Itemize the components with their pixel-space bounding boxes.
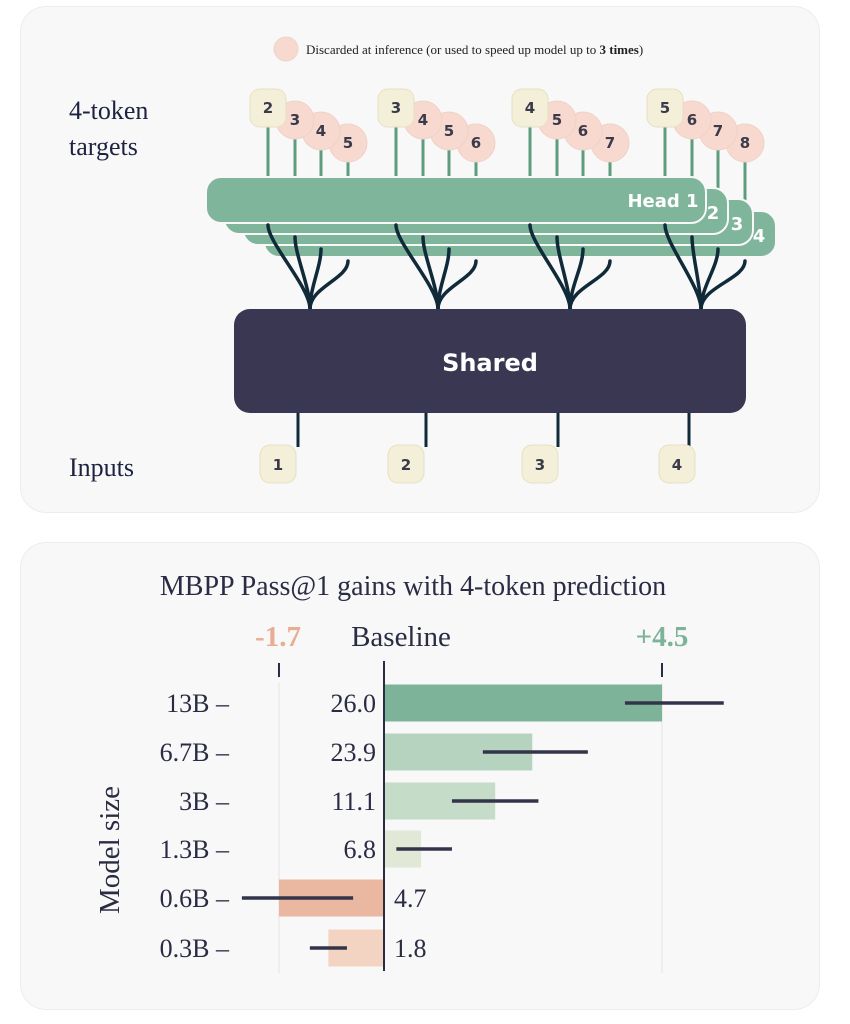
min-gain-label: -1.7 [255, 621, 301, 653]
range-guides [277, 663, 663, 973]
target-token-label: 3 [290, 111, 300, 129]
input-token-1: 1 [259, 444, 297, 484]
inputs-label: Inputs [69, 453, 134, 482]
input-token-4: 4 [658, 444, 696, 484]
architecture-diagram: Discarded at inference (or used to speed… [69, 36, 777, 484]
gains-bar-chart: MBPP Pass@1 gains with 4-token predictio… [94, 571, 724, 973]
chart-title: MBPP Pass@1 gains with 4-token predictio… [160, 571, 666, 602]
target-token-label: 8 [740, 134, 750, 152]
head-label-2: 2 [707, 203, 720, 224]
branch-line [308, 259, 350, 311]
target-token-label: 6 [471, 134, 481, 152]
shared-block [234, 309, 746, 413]
input-token-label: 4 [672, 456, 682, 474]
target-token: 4 [511, 88, 549, 128]
target-token-label: 7 [605, 134, 615, 152]
category-label-6.7B: 6.7B – [160, 738, 230, 767]
baseline-label: Baseline [351, 621, 451, 653]
baseline-value-0.6B: 4.7 [394, 884, 427, 913]
max-gain-label: +4.5 [636, 621, 689, 653]
target-token: 2 [249, 88, 287, 128]
category-labels: 13B – 6.7B – 3B – 1.3B – 0.6B – 0.3B – [160, 689, 230, 963]
input-token-label: 3 [535, 456, 545, 474]
branch-line [568, 259, 612, 311]
target-token-label: 2 [263, 99, 273, 117]
head-label-3: 3 [731, 214, 744, 235]
target-token: 5 [646, 88, 684, 128]
category-label-0.6B: 0.6B – [160, 884, 230, 913]
baseline-value-13B: 26.0 [331, 689, 377, 718]
target-token-label: 5 [444, 122, 454, 140]
category-label-3B: 3B – [179, 787, 230, 816]
prediction-heads: 432 Head 1 [205, 176, 777, 258]
target-token-label: 6 [578, 122, 588, 140]
category-label-1.3B: 1.3B – [160, 835, 230, 864]
gain-bars [278, 684, 662, 967]
head-label-4: 4 [753, 226, 766, 247]
branch-line [699, 259, 747, 311]
input-token-3: 3 [521, 444, 559, 484]
baseline-value-labels: 26.0 23.9 11.1 6.8 4.7 1.8 [331, 689, 427, 963]
architecture-panel: Discarded at inference (or used to speed… [20, 6, 820, 513]
legend: Discarded at inference (or used to speed… [273, 36, 643, 62]
shared-trunk: Shared [234, 309, 746, 413]
input-token-2: 2 [387, 444, 425, 484]
target-token-label: 5 [660, 99, 670, 117]
head-branches [266, 223, 747, 311]
discarded-token-swatch [273, 36, 299, 62]
baseline-value-1.3B: 6.8 [344, 835, 377, 864]
baseline-value-0.3B: 1.8 [394, 934, 427, 963]
input-tokens: 1 2 3 4 [259, 413, 696, 484]
gains-chart-panel: MBPP Pass@1 gains with 4-token predictio… [20, 542, 820, 1010]
target-token: 3 [377, 88, 415, 128]
bar-13B [384, 684, 662, 722]
targets-label-line1: 4-token [69, 96, 148, 125]
target-token-label: 5 [552, 111, 562, 129]
target-token-label: 4 [418, 111, 428, 129]
category-label-13B: 13B – [166, 689, 230, 718]
baseline-value-6.7B: 23.9 [331, 738, 377, 767]
target-token-label: 3 [391, 99, 401, 117]
target-token-label: 6 [687, 111, 697, 129]
target-token-label: 5 [343, 134, 353, 152]
error-bars [241, 701, 724, 950]
legend-text: Discarded at inference (or used to speed… [306, 42, 643, 57]
baseline-value-3B: 11.1 [331, 787, 376, 816]
category-label-0.3B: 0.3B – [160, 934, 230, 963]
shared-label: Shared [442, 349, 538, 377]
target-token-label: 4 [525, 99, 535, 117]
targets-label-line2: targets [69, 132, 138, 161]
input-token-label: 2 [401, 456, 411, 474]
y-axis-label: Model size [94, 786, 126, 914]
target-token-label: 7 [713, 122, 723, 140]
input-token-label: 1 [273, 456, 283, 474]
head-1 [205, 176, 707, 224]
target-token-label: 4 [316, 122, 326, 140]
branch-line [436, 259, 478, 311]
head-label-1: Head 1 [627, 191, 698, 212]
